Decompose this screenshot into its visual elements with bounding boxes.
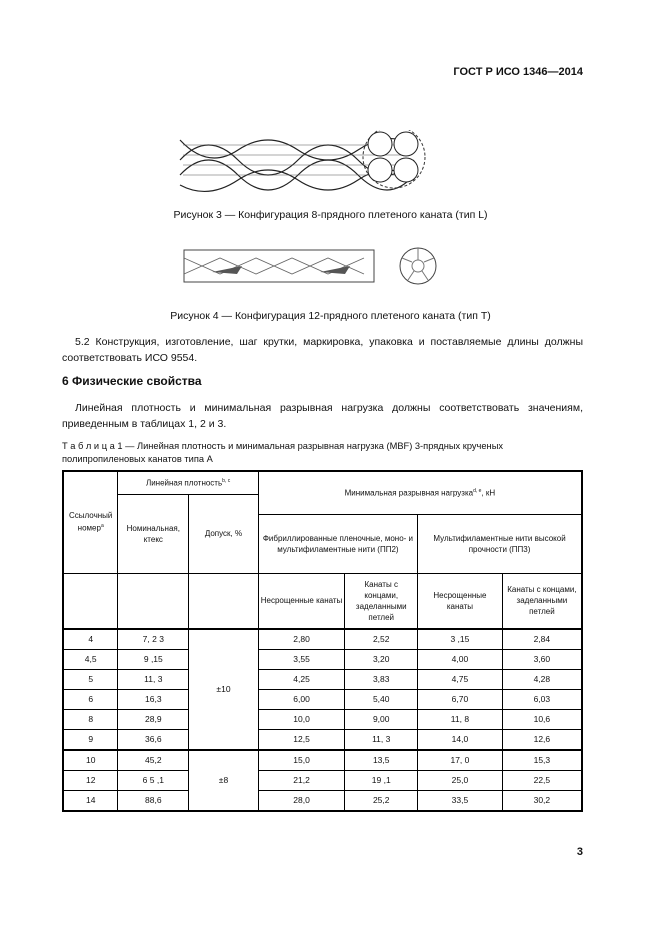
- table-cell: 25,2: [344, 790, 419, 812]
- header-spliced-pp2: Канаты с концами, заделанными петлей: [344, 572, 419, 630]
- table-cell: 7, 2 3: [117, 628, 190, 650]
- header-unspliced-pp2: Несрощенные канаты: [257, 572, 346, 630]
- table-cell: 2,84: [501, 628, 583, 650]
- figure-4-image: [183, 247, 437, 285]
- table-cell: 4,25: [257, 669, 346, 690]
- table-row: 4 7, 2 3 ±10 2,80 2,52 3 ,15 2,84: [62, 628, 583, 751]
- header-pp3: Мультифиламентные нити высокой прочности…: [417, 513, 583, 574]
- table-cell: 4: [62, 628, 119, 650]
- table-cell: 13,5: [344, 749, 419, 771]
- table-cell: 12,6: [501, 729, 583, 751]
- table-cell: 28,0: [257, 790, 346, 812]
- table-cell: 6,03: [501, 689, 583, 710]
- tolerance-cell: ±10: [188, 628, 259, 751]
- header-linear-density: Линейная плотностьb, c: [117, 470, 259, 495]
- table-cell: 11, 3: [344, 729, 419, 751]
- table-row: 6 16,3 6,00 5,40 6,70 6,03: [62, 689, 583, 710]
- table-cell: 6,70: [417, 689, 503, 710]
- table-row: 5 11, 3 4,25 3,83 4,75 4,28: [62, 669, 583, 690]
- document-id: ГОСТ Р ИСО 1346—2014: [453, 66, 583, 78]
- table-row: 8 28,9 10,0 9,00 11, 8 10,6: [62, 709, 583, 730]
- table-cell: 22,5: [501, 770, 583, 791]
- header-pp2: Фибриллированные пленочные, моно- и муль…: [257, 513, 419, 574]
- table-cell: 19 ,1: [344, 770, 419, 791]
- table-cell: 14: [62, 790, 119, 812]
- section-heading: 6 Физические свойства: [62, 374, 202, 388]
- table-cell: 25,0: [417, 770, 503, 791]
- header-nominal: Номинальная, ктекс: [117, 493, 190, 574]
- figure-3-caption: Рисунок 3 — Конфигурация 8-прядного плет…: [173, 209, 488, 221]
- table-row: 4,5 9 ,15 3,55 3,20 4,00 3,60: [62, 649, 583, 670]
- header-unspliced-pp3: Несрощенные канаты: [417, 572, 503, 630]
- table-cell: 17, 0: [417, 749, 503, 771]
- table-cell: 6: [62, 689, 119, 710]
- table-cell: 2,52: [344, 628, 419, 650]
- table-cell: 11, 8: [417, 709, 503, 730]
- table-cell: 15,3: [501, 749, 583, 771]
- table-cell: 10: [62, 749, 119, 771]
- table-row: 10 45,2 ±8 15,0 13,5 17, 0 15,3: [62, 749, 583, 812]
- table-cell: 12: [62, 770, 119, 791]
- table-cell: 5: [62, 669, 119, 690]
- table-cell: 9,00: [344, 709, 419, 730]
- table-cell: 9 ,15: [117, 649, 190, 670]
- header-mbf: Минимальная разрывная нагрузкаd, e, кН: [257, 470, 583, 515]
- table-cell: 4,5: [62, 649, 119, 670]
- header-tolerance: Допуск, %: [188, 493, 259, 574]
- table-caption: Т а б л и ц а 1 — Линейная плотность и м…: [62, 441, 504, 464]
- table-cell: 88,6: [117, 790, 190, 812]
- table-cell: 16,3: [117, 689, 190, 710]
- table-cell: 6 5 ,1: [117, 770, 190, 791]
- table-cell: 15,0: [257, 749, 346, 771]
- table-cell: 21,2: [257, 770, 346, 791]
- table-cell: 3,20: [344, 649, 419, 670]
- table-cell: 5,40: [344, 689, 419, 710]
- table-cell: 3,83: [344, 669, 419, 690]
- header-spliced-pp3: Канаты с концами, заделанными петлей: [501, 572, 583, 630]
- table-row: 14 88,6 28,0 25,2 33,5 30,2: [62, 790, 583, 812]
- paragraph-5-2: 5.2 Конструкция, изготовление, шаг крутк…: [62, 336, 583, 364]
- table-cell: 9: [62, 729, 119, 751]
- table-row: 9 36,6 12,5 11, 3 14,0 12,6: [62, 729, 583, 751]
- table-cell: 8: [62, 709, 119, 730]
- table-cell: 4,00: [417, 649, 503, 670]
- table-cell: 3,60: [501, 649, 583, 670]
- table-cell: 45,2: [117, 749, 190, 771]
- table-cell: 33,5: [417, 790, 503, 812]
- header-ref: Ссылочный номерa: [62, 470, 119, 574]
- table-cell: 28,9: [117, 709, 190, 730]
- table-1: Ссылочный номерa Линейная плотностьb, c …: [62, 470, 583, 812]
- table-cell: 3,55: [257, 649, 346, 670]
- table-cell: 4,28: [501, 669, 583, 690]
- figure-4-caption: Рисунок 4 — Конфигурация 12-прядного пле…: [170, 310, 491, 322]
- table-cell: 30,2: [501, 790, 583, 812]
- table-cell: 14,0: [417, 729, 503, 751]
- table-cell: 4,75: [417, 669, 503, 690]
- tolerance-cell: ±8: [188, 749, 259, 812]
- table-cell: 10,6: [501, 709, 583, 730]
- page-number: 3: [576, 846, 583, 858]
- table-cell: 36,6: [117, 729, 190, 751]
- table-cell: 3 ,15: [417, 628, 503, 650]
- figure-3-image: [179, 130, 426, 193]
- table-row: 12 6 5 ,1 21,2 19 ,1 25,0 22,5: [62, 770, 583, 791]
- table-cell: 6,00: [257, 689, 346, 710]
- table-cell: 10,0: [257, 709, 346, 730]
- table-cell: 2,80: [257, 628, 346, 650]
- table-cell: 12,5: [257, 729, 346, 751]
- section-6-text: Линейная плотность и минимальная разрывн…: [62, 402, 583, 430]
- table-cell: 11, 3: [117, 669, 190, 690]
